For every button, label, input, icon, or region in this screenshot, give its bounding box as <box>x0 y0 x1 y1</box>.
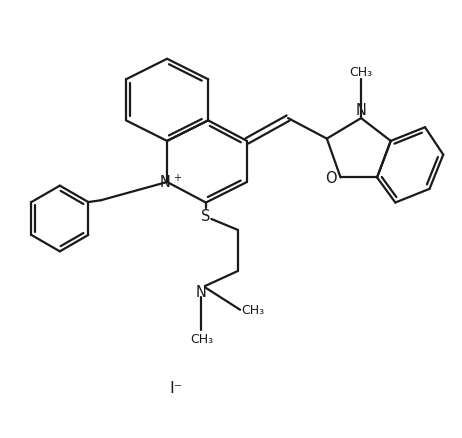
Text: N: N <box>356 103 366 118</box>
Text: N: N <box>159 175 170 190</box>
Text: S: S <box>201 208 211 223</box>
Text: CH₃: CH₃ <box>350 65 373 78</box>
Text: N: N <box>196 284 207 299</box>
Text: I⁻: I⁻ <box>170 380 183 395</box>
Text: CH₃: CH₃ <box>241 304 264 317</box>
Text: +: + <box>173 172 181 182</box>
Text: CH₃: CH₃ <box>190 332 213 345</box>
Text: O: O <box>325 170 336 186</box>
